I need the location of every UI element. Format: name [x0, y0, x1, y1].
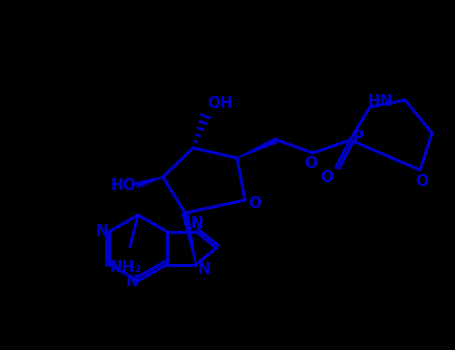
Polygon shape	[182, 212, 196, 265]
Text: P: P	[353, 131, 364, 146]
Text: N: N	[190, 216, 203, 231]
Text: O: O	[248, 196, 262, 211]
Text: O: O	[415, 174, 429, 189]
Text: N: N	[96, 224, 109, 239]
Text: O: O	[304, 156, 318, 172]
Text: N: N	[126, 273, 138, 288]
Polygon shape	[136, 177, 163, 187]
Text: N: N	[197, 262, 210, 277]
Text: NH₂: NH₂	[110, 259, 142, 274]
Polygon shape	[237, 138, 278, 158]
Text: O: O	[320, 169, 334, 184]
Text: HN: HN	[367, 93, 393, 108]
Text: HO: HO	[110, 178, 136, 194]
Text: OH: OH	[207, 96, 233, 111]
